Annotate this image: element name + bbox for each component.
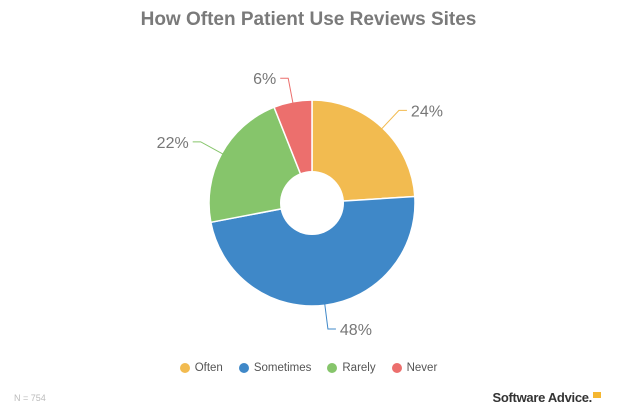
data-label: 22% bbox=[157, 135, 189, 152]
brand-text: Software Advice. bbox=[492, 390, 593, 405]
leader-line bbox=[280, 77, 294, 106]
data-label: 24% bbox=[411, 103, 443, 120]
legend-label: Often bbox=[194, 362, 223, 374]
data-label: 48% bbox=[340, 322, 372, 339]
legend-item-never: Never bbox=[391, 362, 438, 374]
brand-logo: Software Advice. bbox=[493, 390, 601, 405]
legend-swatch bbox=[179, 363, 190, 373]
legend-label: Never bbox=[406, 362, 438, 374]
legend-label: Rarely bbox=[342, 362, 376, 374]
brand-flag-icon bbox=[593, 392, 601, 398]
leader-line bbox=[323, 301, 336, 330]
chart-title: How Often Patient Use Reviews Sites bbox=[140, 9, 477, 30]
legend-swatch bbox=[238, 363, 249, 373]
data-label: 6% bbox=[253, 71, 276, 88]
legend-swatch bbox=[391, 363, 402, 373]
legend-item-rarely: Rarely bbox=[327, 362, 376, 374]
legend-item-often: Often bbox=[179, 362, 223, 374]
legend: Often Sometimes Rarely Never bbox=[0, 362, 617, 374]
leader-line bbox=[192, 141, 226, 156]
leader-line bbox=[379, 109, 407, 132]
donut-hole bbox=[280, 171, 344, 235]
legend-label: Sometimes bbox=[253, 362, 312, 374]
legend-item-sometimes: Sometimes bbox=[238, 362, 312, 374]
sample-size-note: N = 754 bbox=[14, 393, 46, 403]
legend-swatch bbox=[327, 363, 338, 373]
